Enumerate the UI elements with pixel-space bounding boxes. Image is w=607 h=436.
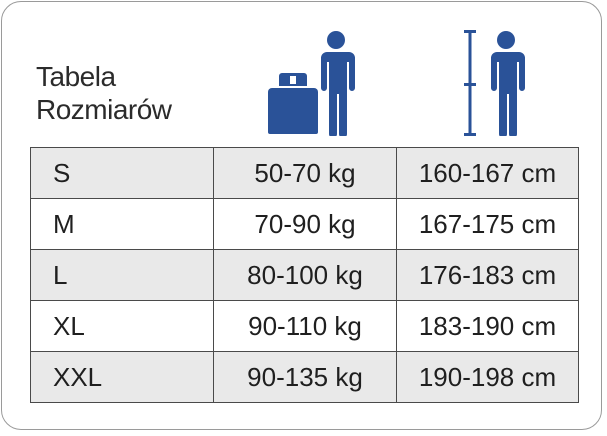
- size-cell: M: [30, 198, 214, 250]
- height-cell: 160-167 cm: [396, 147, 579, 199]
- table-row: L 80-100 kg 176-183 cm: [30, 249, 579, 301]
- weight-person-icon: [268, 31, 355, 136]
- size-cell: XXL: [30, 351, 214, 403]
- title-line-1: Tabela: [36, 61, 116, 92]
- table-row: XXL 90-135 kg 190-198 cm: [30, 351, 579, 403]
- height-cell: 176-183 cm: [396, 249, 579, 301]
- height-cell: 190-198 cm: [396, 351, 579, 403]
- table-row: M 70-90 kg 167-175 cm: [30, 198, 579, 250]
- size-cell: L: [30, 249, 214, 301]
- weight-cell: 50-70 kg: [213, 147, 397, 199]
- table-row: S 50-70 kg 160-167 cm: [30, 147, 579, 199]
- size-chart-card: Tabela Rozmiarów S 50-70 kg: [1, 1, 602, 430]
- table-row: XL 90-110 kg 183-190 cm: [30, 300, 579, 352]
- title-line-2: Rozmiarów: [36, 94, 172, 125]
- height-cell: 183-190 cm: [396, 300, 579, 352]
- size-chart-title: Tabela Rozmiarów: [36, 60, 172, 126]
- size-cell: S: [30, 147, 214, 199]
- size-cell: XL: [30, 300, 214, 352]
- size-table: S 50-70 kg 160-167 cm M 70-90 kg 167-175…: [30, 147, 579, 403]
- weight-cell: 90-110 kg: [213, 300, 397, 352]
- height-person-icon: [464, 30, 525, 136]
- height-cell: 167-175 cm: [396, 198, 579, 250]
- weight-cell: 80-100 kg: [213, 249, 397, 301]
- weight-cell: 90-135 kg: [213, 351, 397, 403]
- weight-cell: 70-90 kg: [213, 198, 397, 250]
